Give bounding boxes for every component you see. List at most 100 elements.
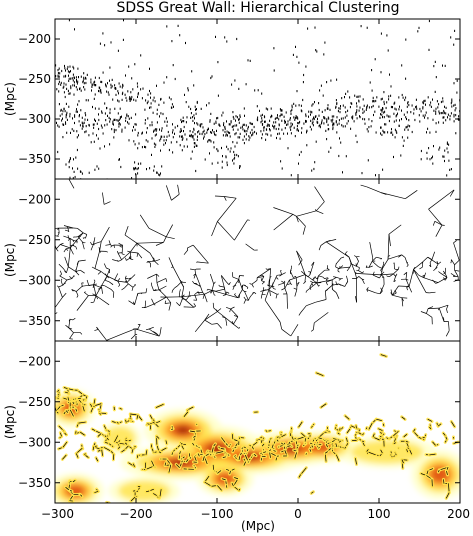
- galaxy-point: [150, 96, 151, 99]
- galaxy-point: [419, 120, 421, 123]
- galaxy-point: [182, 116, 184, 119]
- tree-edge: [155, 241, 164, 246]
- galaxy-point: [358, 99, 360, 102]
- tree-edge: [262, 287, 265, 291]
- galaxy-point: [87, 99, 89, 102]
- galaxy-point: [222, 155, 223, 158]
- galaxy-point: [296, 90, 298, 93]
- galaxy-point: [200, 107, 202, 110]
- tree-edge: [348, 257, 352, 264]
- galaxy-point: [66, 113, 68, 116]
- galaxy-point: [118, 100, 120, 103]
- tree-edge: [427, 306, 434, 309]
- tree-edge: [243, 284, 246, 286]
- tree-edge: [310, 329, 314, 332]
- galaxy-point: [209, 139, 211, 142]
- galaxy-point: [128, 139, 130, 142]
- galaxy-point: [428, 48, 430, 51]
- galaxy-point: [444, 64, 446, 67]
- galaxy-point: [296, 55, 298, 58]
- galaxy-point: [217, 149, 219, 152]
- galaxy-point: [153, 142, 155, 145]
- galaxy-point: [450, 168, 452, 171]
- galaxy-point: [113, 123, 114, 126]
- galaxy-point: [443, 111, 445, 114]
- tree-edge: [312, 277, 315, 280]
- galaxy-point: [338, 119, 340, 122]
- galaxy-point: [65, 102, 67, 105]
- galaxy-point: [340, 117, 342, 120]
- galaxy-point: [93, 123, 95, 126]
- galaxy-point: [76, 78, 77, 82]
- tree-edge: [270, 276, 272, 278]
- galaxy-point: [443, 116, 445, 119]
- galaxy-point: [209, 120, 211, 123]
- galaxy-point: [57, 69, 59, 72]
- galaxy-point: [301, 131, 302, 134]
- galaxy-point: [156, 84, 157, 87]
- galaxy-point: [194, 117, 195, 120]
- tree-edge: [233, 316, 239, 325]
- galaxy-point: [159, 139, 161, 142]
- galaxy-point: [163, 81, 165, 84]
- tree-edge: [372, 256, 377, 262]
- galaxy-point: [305, 113, 307, 116]
- galaxy-point: [74, 115, 76, 118]
- galaxy-point: [154, 134, 156, 137]
- galaxy-point: [297, 117, 299, 120]
- galaxy-point: [335, 106, 337, 109]
- tree-edge: [194, 292, 198, 295]
- tree-edge: [181, 293, 205, 298]
- tree-edge: [77, 232, 84, 237]
- galaxy-point: [243, 123, 245, 126]
- galaxy-point: [72, 73, 74, 76]
- galaxy-point: [346, 114, 348, 117]
- galaxy-point: [290, 128, 292, 131]
- galaxy-point: [364, 122, 366, 125]
- galaxy-point: [116, 119, 118, 122]
- galaxy-point: [132, 129, 133, 132]
- galaxy-point: [196, 108, 197, 111]
- galaxy-point: [118, 82, 120, 85]
- cluster-edge: [65, 486, 69, 491]
- galaxy-point: [257, 89, 259, 92]
- galaxy-point: [326, 120, 328, 124]
- tree-edge: [241, 284, 244, 288]
- galaxy-point: [395, 108, 397, 111]
- galaxy-point: [411, 104, 413, 107]
- galaxy-point: [73, 67, 75, 70]
- galaxy-point: [187, 87, 189, 90]
- galaxy-point: [195, 169, 197, 173]
- galaxy-point: [207, 127, 209, 130]
- cluster-edge: [62, 441, 68, 448]
- tree-edge: [273, 214, 294, 231]
- tree-edge: [165, 224, 174, 237]
- tree-edge: [280, 270, 282, 275]
- galaxy-point: [340, 105, 341, 108]
- cluster-edge: [271, 444, 274, 449]
- tree-edge: [118, 259, 122, 262]
- tree-edge: [178, 292, 181, 297]
- galaxy-point: [438, 112, 440, 115]
- galaxy-point: [229, 131, 231, 135]
- density-blob: [350, 440, 424, 464]
- tree-edge: [60, 244, 71, 249]
- tree-edge: [90, 241, 93, 245]
- galaxy-point: [114, 84, 116, 87]
- galaxy-point: [248, 135, 250, 138]
- tree-edge: [224, 196, 237, 199]
- galaxy-point: [440, 112, 442, 115]
- galaxy-point: [402, 144, 404, 147]
- galaxy-point: [383, 131, 385, 134]
- cluster-edge: [379, 435, 382, 438]
- cluster-edge: [159, 489, 162, 497]
- galaxy-point: [311, 104, 313, 107]
- tree-edge: [56, 244, 61, 250]
- galaxy-point: [336, 123, 338, 126]
- y-tick-label: −200: [18, 192, 51, 206]
- galaxy-point: [408, 119, 410, 122]
- galaxy-point: [66, 111, 68, 114]
- galaxy-point: [71, 77, 73, 80]
- galaxy-point: [260, 130, 262, 133]
- tree-edge: [60, 280, 63, 285]
